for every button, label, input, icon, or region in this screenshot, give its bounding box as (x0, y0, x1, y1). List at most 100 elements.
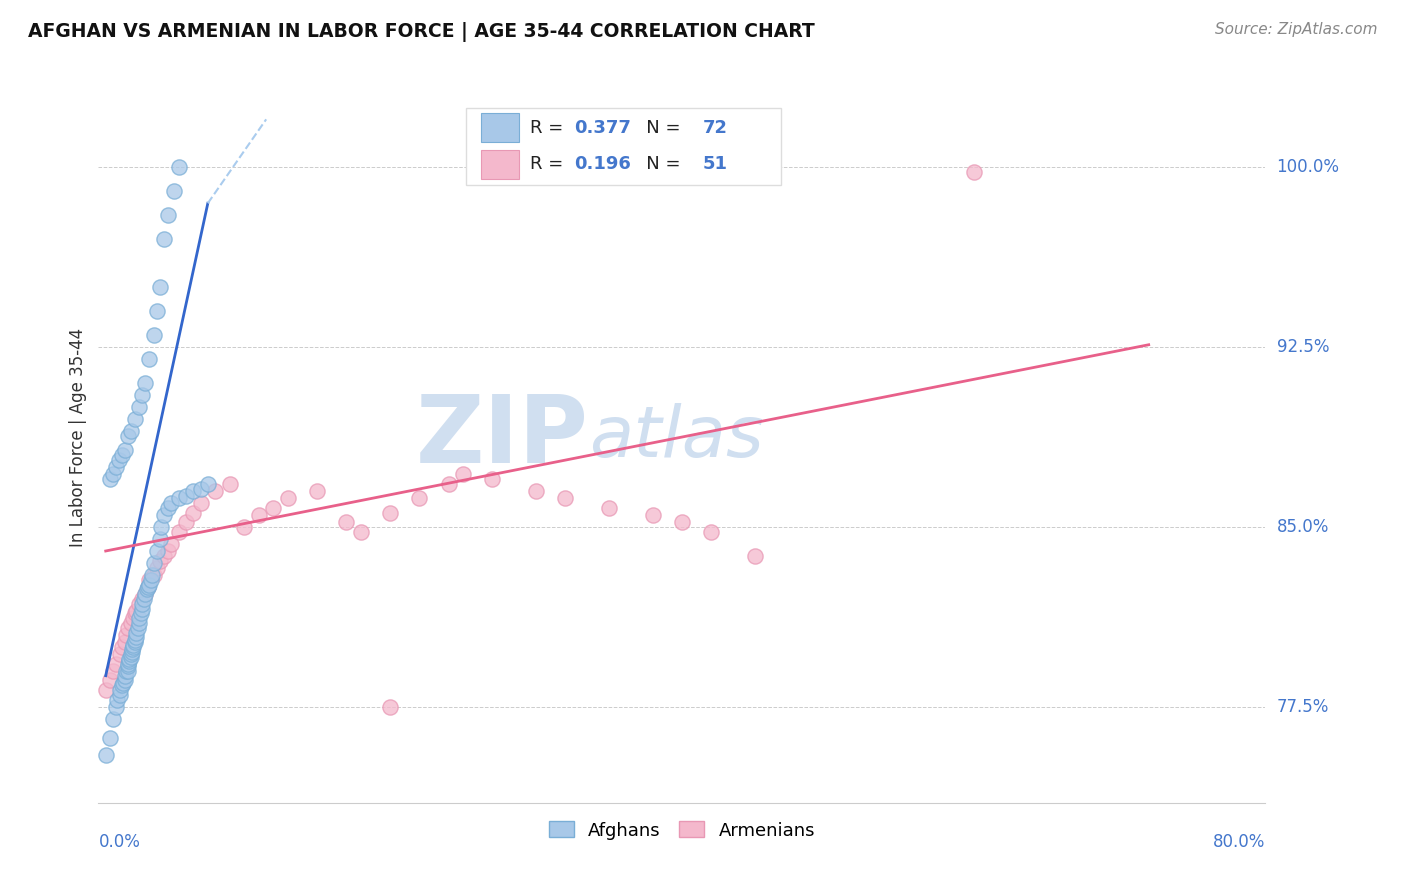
Point (135, 582, 157, 597)
Point (141, 568, 163, 582)
FancyBboxPatch shape (465, 108, 782, 185)
Point (153, 549, 176, 563)
Point (157, 500, 180, 515)
Point (117, 659, 139, 673)
Point (105, 692, 128, 706)
Point (115, 664, 138, 678)
Point (204, 483, 226, 498)
Point (598, 500, 620, 515)
Text: N =: N = (630, 155, 686, 173)
Point (136, 580, 159, 594)
Point (131, 388, 153, 402)
Text: 0.0%: 0.0% (98, 833, 141, 851)
Point (247, 508, 270, 522)
Point (118, 654, 141, 668)
Point (146, 561, 169, 575)
Point (157, 208, 180, 222)
Point (110, 688, 132, 702)
Point (150, 520, 173, 534)
Point (138, 573, 160, 587)
Point (142, 328, 165, 343)
Point (641, 508, 664, 522)
Point (131, 601, 153, 615)
Point (167, 161, 190, 175)
Point (129, 607, 152, 621)
Point (128, 597, 150, 611)
Point (524, 483, 547, 498)
Point (111, 448, 134, 462)
Point (149, 553, 172, 567)
Point (408, 491, 430, 506)
Point (262, 500, 284, 515)
Point (181, 483, 204, 498)
Point (142, 556, 165, 570)
Point (104, 657, 127, 671)
Point (104, 460, 127, 475)
Text: 0.377: 0.377 (575, 119, 631, 136)
Point (380, 699, 402, 714)
Point (380, 506, 402, 520)
Point (121, 645, 143, 659)
Point (110, 647, 132, 661)
Point (98, 673, 121, 688)
Point (125, 625, 148, 640)
Point (451, 467, 474, 482)
Point (671, 515, 693, 529)
Point (335, 515, 357, 529)
Point (94, 747, 117, 762)
Point (98, 731, 121, 745)
Point (157, 544, 180, 558)
Point (94, 683, 117, 698)
Point (120, 649, 142, 664)
Text: N =: N = (630, 119, 686, 136)
FancyBboxPatch shape (481, 150, 519, 178)
Point (131, 591, 153, 606)
Point (117, 621, 139, 635)
Point (125, 630, 148, 644)
Point (122, 638, 145, 652)
Point (174, 515, 197, 529)
Text: atlas: atlas (589, 402, 763, 472)
Point (167, 524, 190, 539)
Point (149, 280, 172, 294)
Point (197, 476, 219, 491)
Point (111, 640, 134, 654)
Point (101, 467, 124, 482)
Point (481, 472, 503, 486)
Text: 72: 72 (703, 119, 728, 136)
Text: R =: R = (530, 119, 569, 136)
Text: AFGHAN VS ARMENIAN IN LABOR FORCE | AGE 35-44 CORRELATION CHART: AFGHAN VS ARMENIAN IN LABOR FORCE | AGE … (28, 22, 815, 42)
Point (110, 683, 132, 698)
Point (125, 604, 148, 618)
Point (136, 580, 159, 594)
Point (700, 524, 723, 539)
Point (124, 412, 146, 426)
Point (111, 678, 134, 692)
Point (128, 611, 150, 625)
Point (153, 508, 176, 522)
Point (277, 491, 299, 506)
Point (108, 453, 131, 467)
Point (962, 165, 984, 179)
Point (124, 635, 146, 649)
Point (131, 597, 153, 611)
Legend: Afghans, Armenians: Afghans, Armenians (540, 813, 824, 848)
Text: 85.0%: 85.0% (1277, 518, 1329, 536)
Point (160, 496, 183, 510)
Point (115, 628, 138, 642)
Point (139, 573, 162, 587)
Point (134, 587, 156, 601)
FancyBboxPatch shape (481, 113, 519, 142)
Point (307, 483, 329, 498)
Point (149, 532, 172, 546)
Point (117, 429, 139, 443)
Point (121, 642, 143, 657)
Point (160, 537, 183, 551)
Text: 92.5%: 92.5% (1277, 338, 1329, 356)
Point (146, 544, 169, 558)
Text: 100.0%: 100.0% (1277, 158, 1340, 177)
Point (437, 476, 460, 491)
Point (127, 621, 149, 635)
Point (112, 676, 135, 690)
Point (117, 664, 139, 678)
